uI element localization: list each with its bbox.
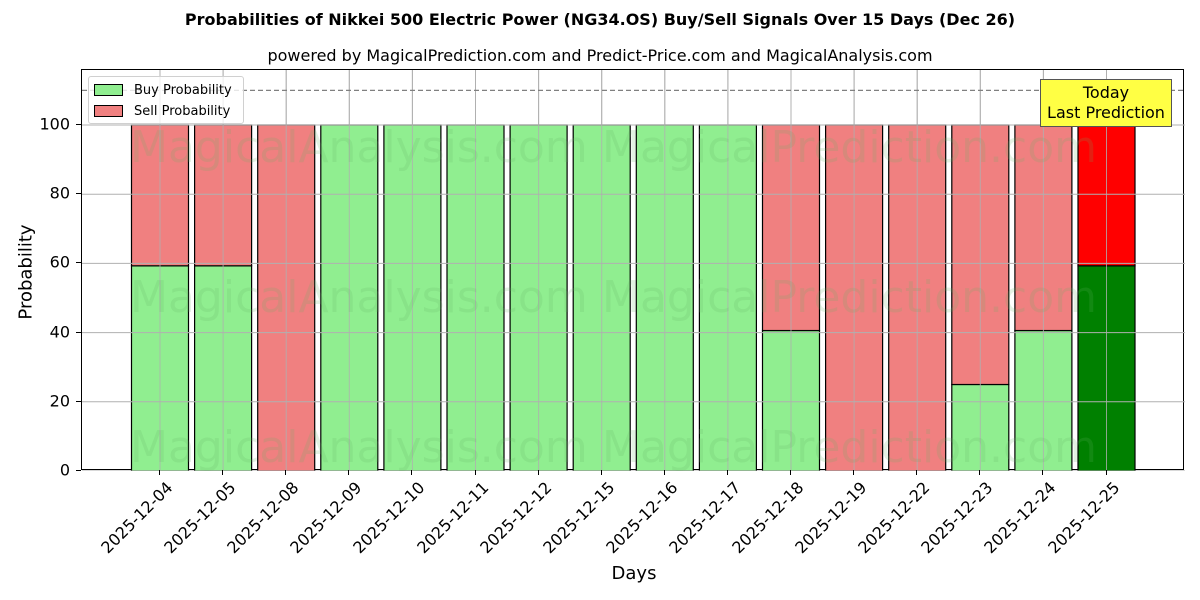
chart-subtitle: powered by MagicalPrediction.com and Pre… xyxy=(267,46,933,65)
y-tick-mark xyxy=(76,124,81,125)
legend-label-buy: Buy Probability xyxy=(134,82,232,98)
today-annotation: Today Last Prediction xyxy=(1040,79,1172,127)
y-tick-mark xyxy=(76,193,81,195)
x-tick-mark xyxy=(853,470,855,475)
x-tick-mark xyxy=(979,470,981,475)
x-tick-mark xyxy=(1105,470,1107,475)
y-tick-mark xyxy=(76,262,81,264)
legend-label-sell: Sell Probability xyxy=(134,103,231,119)
y-tick-mark xyxy=(76,470,81,471)
legend: Buy Probability Sell Probability xyxy=(88,76,244,124)
x-tick-mark xyxy=(474,470,476,475)
x-tick-mark xyxy=(1042,470,1044,475)
x-axis-label: Days xyxy=(611,563,657,584)
x-tick-mark xyxy=(726,470,728,475)
x-tick-mark xyxy=(348,470,350,475)
y-tick-label: 0 xyxy=(59,460,70,480)
x-tick-mark xyxy=(537,470,539,475)
annotation-line-1: Today xyxy=(1082,83,1130,102)
y-tick-label: 100 xyxy=(39,114,70,134)
y-tick-label: 60 xyxy=(49,252,70,272)
y-axis-label: Probability xyxy=(15,224,37,320)
x-tick-mark xyxy=(222,470,224,475)
x-tick-mark xyxy=(916,470,918,475)
y-tick-mark xyxy=(76,331,81,333)
x-tick-mark xyxy=(790,470,791,475)
y-tick-mark xyxy=(76,400,81,402)
x-tick-mark xyxy=(285,470,287,475)
chart-title: Probabilities of Nikkei 500 Electric Pow… xyxy=(184,10,1016,29)
legend-item-buy: Buy Probability xyxy=(94,82,232,98)
y-tick-label: 40 xyxy=(49,322,70,342)
sell-swatch xyxy=(94,105,123,117)
plot-area xyxy=(81,69,1185,471)
x-tick-mark xyxy=(411,470,413,475)
annotation-line-2: Last Prediction xyxy=(1047,103,1165,122)
x-tick-mark xyxy=(663,470,665,475)
y-tick-label: 20 xyxy=(49,391,70,411)
bars-canvas xyxy=(82,70,1185,471)
x-tick-mark xyxy=(600,470,602,475)
buy-swatch xyxy=(94,84,123,96)
legend-item-sell: Sell Probability xyxy=(94,103,230,119)
y-tick-label: 80 xyxy=(49,183,70,203)
x-tick-mark xyxy=(159,470,160,475)
